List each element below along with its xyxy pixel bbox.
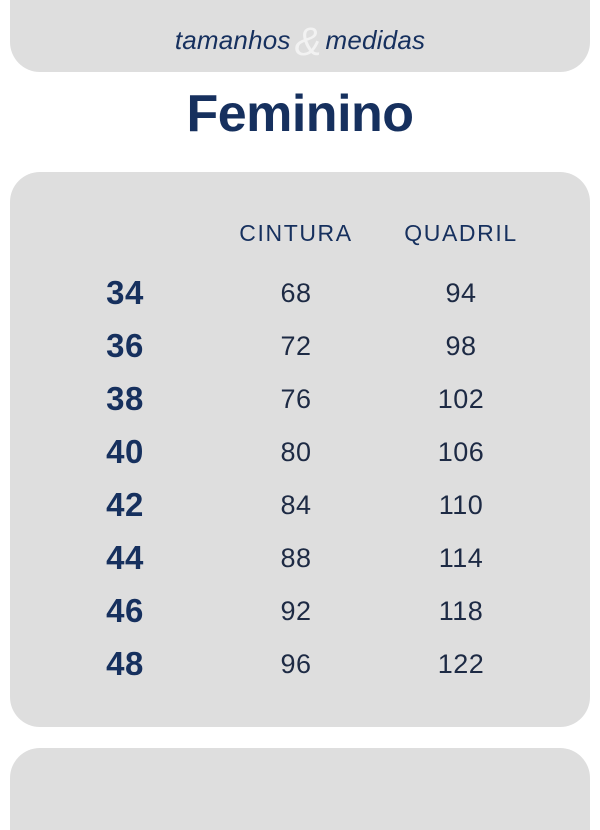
cell-hip: 122	[437, 649, 485, 679]
cell-waist: 96	[280, 649, 312, 679]
header-card: tamanhos & medidas	[10, 0, 590, 72]
eyebrow-text: tamanhos & medidas	[174, 20, 426, 64]
table-row: 48 96 122	[10, 647, 590, 700]
cell-waist: 68	[280, 278, 312, 308]
cell-size: 34	[106, 274, 144, 311]
table-column-headers: CINTURA QUADRIL	[10, 220, 590, 254]
cell-waist: 84	[280, 490, 312, 520]
table-row: 38 76 102	[10, 382, 590, 435]
cell-hip: 110	[438, 490, 484, 520]
cell-hip: 106	[437, 437, 485, 467]
table-row: 40 80 106	[10, 435, 590, 488]
cell-waist: 72	[280, 331, 312, 361]
table-row: 42 84 110	[10, 488, 590, 541]
eyebrow-left-label: tamanhos	[174, 24, 291, 55]
cell-hip: 114	[438, 543, 484, 573]
table-row: 36 72 98	[10, 329, 590, 382]
cell-hip: 102	[437, 384, 485, 414]
cell-size: 38	[106, 380, 144, 417]
table-row: 46 92 118	[10, 594, 590, 647]
cell-size: 40	[106, 433, 144, 470]
footer-card	[10, 748, 590, 830]
cell-waist: 92	[280, 596, 312, 626]
cell-waist: 76	[280, 384, 312, 414]
cell-size: 42	[106, 486, 144, 523]
table-rows: 34 68 94 36 72 98 38 76 102 40 80 106 42	[10, 276, 590, 700]
table-row: 44 88 114	[10, 541, 590, 594]
eyebrow-right-label: medidas	[325, 24, 426, 55]
table-row: 34 68 94	[10, 276, 590, 329]
cell-hip: 94	[445, 278, 477, 308]
ampersand-glyph: &	[294, 20, 322, 64]
cell-size: 46	[106, 592, 144, 629]
cell-size: 44	[106, 539, 144, 576]
cell-size: 36	[106, 327, 144, 364]
title-card: Feminino	[8, 75, 592, 152]
cell-size: 48	[106, 645, 144, 682]
measurements-table-card: CINTURA QUADRIL 34 68 94 36 72 98 38 76 …	[10, 172, 590, 727]
cell-hip: 118	[438, 596, 484, 626]
column-header-waist: CINTURA	[239, 220, 353, 246]
column-header-hip: QUADRIL	[404, 220, 518, 246]
cell-hip: 98	[445, 331, 477, 361]
cell-waist: 88	[280, 543, 312, 573]
cell-waist: 80	[280, 437, 312, 467]
page-title: Feminino	[186, 84, 414, 143]
